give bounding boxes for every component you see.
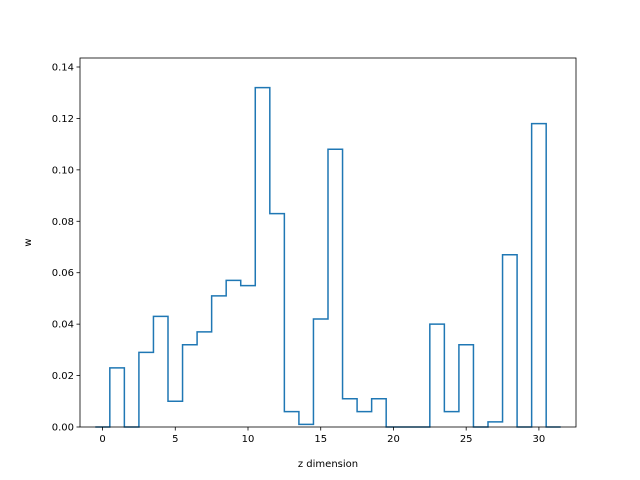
- y-tick-label: 0.08: [52, 217, 74, 228]
- x-tick-label: 30: [533, 434, 546, 445]
- y-tick-label: 0.02: [52, 371, 74, 382]
- x-tick-label: 5: [172, 434, 178, 445]
- x-tick-label: 20: [387, 434, 400, 445]
- y-tick-label: 0.10: [52, 165, 74, 176]
- x-tick-label: 25: [460, 434, 473, 445]
- y-tick-label: 0.06: [52, 268, 74, 279]
- y-tick-label: 0.00: [52, 423, 74, 434]
- x-tick-label: 15: [314, 434, 327, 445]
- x-axis-label: z dimension: [298, 459, 358, 470]
- y-tick-label: 0.04: [52, 320, 74, 331]
- y-axis-label: w: [23, 238, 34, 246]
- x-tick-label: 10: [242, 434, 255, 445]
- plot-frame: [79, 57, 577, 428]
- y-axis: 0.00 0.02 0.04 0.06 0.08 0.10 0.12 0.14: [52, 63, 80, 434]
- y-tick-label: 0.12: [52, 114, 74, 125]
- x-axis: 0 5 10 15 20 25 30: [99, 427, 545, 445]
- y-tick-label: 0.14: [52, 63, 74, 74]
- x-tick-label: 0: [99, 434, 105, 445]
